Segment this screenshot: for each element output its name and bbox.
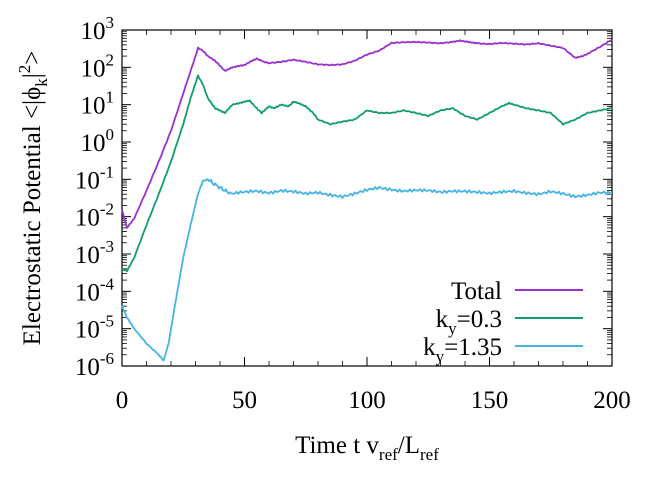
series-lines: [121, 38, 613, 362]
tick-marks: [121, 29, 613, 367]
x-tick-label: 100: [348, 387, 386, 414]
y-tick-label: 101: [81, 88, 115, 120]
legend-label-ky-0-3: ky=0.3: [436, 306, 502, 338]
y-tick-label: 10-1: [75, 162, 114, 194]
x-tick-label: 50: [232, 387, 257, 414]
y-tick-label: 10-4: [75, 274, 115, 306]
legend-entry-ky-0-3: ky=0.3: [436, 306, 583, 338]
legend-entry-ky-1-35: ky=1.35: [423, 334, 583, 366]
y-tick-labels: 10-6 10-5 10-4 10-3 10-2 10-1 100 101 102 103: [75, 13, 115, 381]
series-line-total: [121, 38, 613, 229]
series-line-ky-0-3: [121, 74, 613, 273]
legend-entry-total: Total: [451, 278, 583, 305]
series-line-ky-1-35: [121, 178, 613, 362]
legend-label-total: Total: [451, 278, 502, 305]
y-tick-label: 10-3: [75, 237, 114, 269]
x-axis-title: Time t vref/Lref: [295, 432, 439, 464]
x-tick-label: 0: [116, 387, 129, 414]
legend: Total ky=0.3 ky=1.35: [423, 278, 583, 366]
legend-label-ky-1-35: ky=1.35: [423, 334, 502, 366]
x-tick-label: 150: [471, 387, 509, 414]
y-tick-label: 10-5: [75, 312, 114, 344]
y-tick-label: 10-6: [75, 349, 114, 381]
y-tick-label: 103: [81, 13, 115, 45]
y-tick-label: 10-2: [75, 200, 114, 232]
y-tick-label: 100: [81, 125, 115, 157]
y-tick-label: 102: [81, 50, 115, 82]
x-tick-label: 200: [593, 387, 631, 414]
x-tick-labels: 0 50 100 150 200: [116, 387, 631, 414]
y-axis-title: Electrostatic Potential <|ϕk|2>: [15, 51, 51, 346]
